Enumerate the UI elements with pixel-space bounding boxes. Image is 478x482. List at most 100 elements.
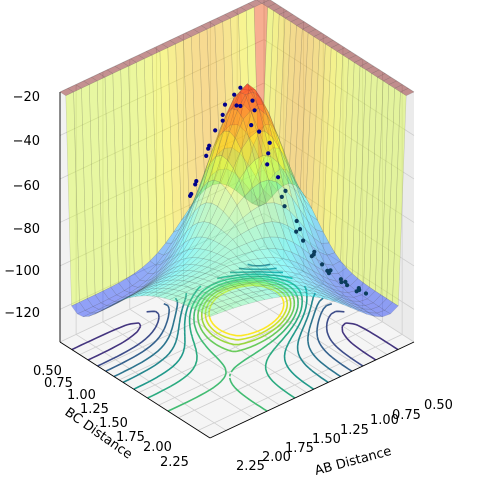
- contour-level: [208, 284, 285, 337]
- surface-patch: [295, 184, 310, 215]
- wall-grid-z: [263, 39, 415, 136]
- surface-patch: [296, 262, 312, 276]
- surface-patch: [227, 301, 242, 309]
- surface-patch: [156, 284, 171, 289]
- wall-grid-z: [263, 82, 415, 180]
- surface-patch: [202, 274, 218, 282]
- surface-patch: [276, 132, 291, 169]
- surface-patch: [300, 274, 315, 284]
- surface-patch: [86, 294, 102, 307]
- surface-patch: [260, 289, 276, 295]
- surface-patch: [179, 270, 195, 276]
- surface-patch: [215, 130, 230, 157]
- surface-patch: [314, 265, 330, 280]
- surface-patch: [175, 264, 191, 272]
- surface-patch: [362, 308, 378, 314]
- z-tick-label: −60: [13, 179, 40, 194]
- surface-patch: [216, 246, 232, 257]
- surface-patch: [325, 292, 340, 301]
- surface-patch: [293, 187, 308, 221]
- surface-patch: [229, 109, 244, 139]
- surface-patch: [301, 25, 317, 34]
- surface-patch: [364, 302, 380, 310]
- surface-patch: [110, 299, 125, 307]
- surface-patch: [108, 299, 122, 308]
- surface-patch: [272, 279, 288, 285]
- surface-patch: [192, 304, 207, 312]
- surface-patch: [333, 295, 348, 304]
- surface-patch: [226, 224, 242, 240]
- surface-patch: [139, 285, 153, 293]
- surface-patch: [189, 221, 205, 240]
- surface-patch: [115, 290, 131, 298]
- wall-grid-z: [59, 126, 265, 223]
- surface-patch: [100, 303, 115, 312]
- floor-grid-bc: [59, 245, 265, 343]
- surface-patch: [192, 265, 208, 273]
- surface-patch: [370, 306, 386, 314]
- surface-patch: [159, 47, 174, 244]
- surface-patch: [160, 275, 175, 282]
- surface-patch: [177, 32, 192, 41]
- surface-patch: [247, 0, 263, 8]
- surface-patch: [175, 39, 190, 222]
- surface-patch: [337, 300, 352, 309]
- surface-patch: [180, 299, 196, 306]
- surface-patch: [237, 293, 252, 301]
- surface-patch: [249, 258, 265, 267]
- surface-patch: [301, 247, 316, 267]
- surface-patch: [301, 202, 316, 230]
- surface-patch: [94, 290, 110, 304]
- surface-patch: [271, 221, 287, 240]
- surface-patch: [201, 294, 217, 302]
- trajectory-point: [257, 129, 262, 134]
- contour-lines: [71, 263, 399, 412]
- surface-patch: [382, 76, 398, 85]
- surface-patch: [247, 83, 262, 99]
- surface-patch: [218, 266, 233, 274]
- surface-patch: [141, 278, 156, 290]
- surface-patch: [290, 167, 305, 200]
- floor-grid-ab: [102, 321, 254, 419]
- surface-patch: [340, 58, 355, 269]
- surface-patch: [172, 258, 187, 269]
- surface-patch: [145, 47, 161, 56]
- trajectory-point: [325, 268, 330, 273]
- surface-patch: [141, 282, 155, 291]
- surface-patch: [207, 225, 222, 241]
- surface-patch: [258, 294, 274, 300]
- surface-patch: [142, 288, 157, 294]
- surface-patch: [187, 236, 203, 251]
- surface-patch: [282, 147, 297, 185]
- surface-patch: [167, 284, 183, 290]
- surface-patch: [292, 272, 307, 281]
- surface-patch: [219, 282, 235, 290]
- surface-patch: [211, 306, 227, 314]
- axis-panes: [60, 0, 414, 438]
- ab-axis-ticks: 0.50 0.75 1.00 1.25 1.50 1.75 2.00 2.25: [236, 398, 453, 474]
- surface-patch: [276, 287, 292, 293]
- surface-patch: [187, 264, 203, 272]
- surface-patch: [285, 173, 301, 210]
- surface-patch: [259, 124, 274, 154]
- surface-patch: [288, 280, 303, 287]
- surface-patch: [145, 270, 160, 282]
- surface-patch: [320, 274, 335, 287]
- trajectory-point: [220, 112, 225, 117]
- surface-patch: [236, 195, 251, 219]
- surface-patch: [204, 288, 219, 296]
- surface-patch: [197, 202, 213, 223]
- surface-patch: [291, 287, 308, 294]
- surface-patch: [318, 278, 333, 290]
- surface-patch: [164, 247, 180, 266]
- surface-patch: [324, 40, 340, 48]
- surface-patch: [232, 234, 247, 248]
- surface-patch: [215, 294, 231, 302]
- surface-patch: [251, 249, 267, 259]
- surface-patch: [280, 168, 295, 185]
- floor-grid-ab: [183, 283, 334, 381]
- surface-patch: [384, 301, 399, 315]
- surface-patch: [338, 267, 353, 281]
- surface-patch: [161, 284, 177, 289]
- surface-patch: [81, 84, 96, 299]
